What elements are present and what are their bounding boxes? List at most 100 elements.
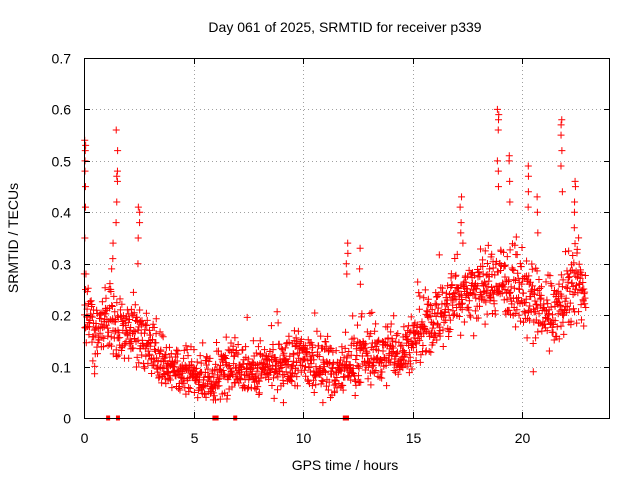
data-point — [457, 219, 465, 227]
data-point — [85, 331, 93, 339]
data-point — [458, 299, 466, 307]
data-point — [290, 327, 298, 335]
data-point — [179, 369, 187, 377]
data-point — [566, 273, 574, 281]
data-point — [547, 303, 555, 311]
data-point — [452, 271, 460, 279]
data-point — [474, 314, 482, 322]
data-point — [372, 367, 380, 375]
data-point — [396, 357, 404, 365]
data-point — [311, 309, 319, 317]
data-point — [353, 321, 361, 329]
data-point — [226, 347, 234, 355]
data-point — [81, 183, 89, 191]
data-point — [507, 283, 515, 291]
data-point — [89, 357, 97, 365]
data-point — [258, 369, 266, 377]
data-point — [506, 289, 514, 297]
data-point — [553, 323, 561, 331]
data-point — [528, 265, 536, 273]
data-point — [113, 353, 121, 361]
data-point — [501, 261, 509, 269]
data-point — [528, 286, 536, 294]
data-point — [279, 399, 287, 407]
data-point — [202, 361, 210, 369]
data-point — [143, 316, 151, 324]
data-point — [293, 358, 301, 366]
data-point — [488, 250, 496, 258]
data-point — [187, 343, 195, 351]
data-point — [242, 343, 250, 351]
data-point — [524, 203, 532, 211]
data-point — [402, 331, 410, 339]
x-tick-label: 15 — [406, 430, 422, 446]
data-point — [344, 239, 352, 247]
data-point — [392, 331, 400, 339]
data-point — [576, 274, 584, 282]
data-point — [393, 349, 401, 357]
data-point — [490, 300, 498, 308]
y-tick-label: 0.5 — [52, 154, 72, 170]
data-point — [234, 350, 242, 358]
data-point — [518, 280, 526, 288]
data-point — [439, 284, 447, 292]
data-point — [524, 172, 532, 180]
data-point — [275, 340, 283, 348]
data-point — [290, 357, 298, 365]
data-point — [321, 368, 329, 376]
y-tick-label: 0.7 — [52, 51, 72, 67]
data-point — [322, 368, 330, 376]
data-point — [352, 355, 360, 363]
data-point — [549, 328, 557, 336]
data-point — [398, 341, 406, 349]
data-point — [231, 334, 239, 342]
data-point — [505, 306, 513, 314]
data-point — [157, 346, 165, 354]
data-point — [406, 360, 414, 368]
data-point — [363, 349, 371, 357]
data-point — [343, 270, 351, 278]
data-point — [457, 229, 465, 237]
data-point — [433, 301, 441, 309]
data-point — [410, 334, 418, 342]
data-point — [515, 294, 523, 302]
data-point — [525, 272, 533, 280]
data-point — [362, 340, 370, 348]
data-point — [515, 311, 523, 319]
data-point — [99, 308, 107, 316]
data-point — [353, 351, 361, 359]
data-point — [141, 329, 149, 337]
data-point — [99, 343, 107, 351]
data-point — [545, 347, 553, 355]
y-axis: 0 0.1 0.2 0.3 0.4 0.5 0.6 0.7 — [52, 51, 610, 427]
data-point — [182, 342, 190, 350]
data-point — [519, 289, 527, 297]
data-point — [315, 352, 323, 360]
data-point — [98, 333, 106, 341]
data-point — [228, 383, 236, 391]
data-point — [254, 343, 262, 351]
data-point — [176, 386, 184, 394]
data-point — [465, 306, 473, 314]
data-point — [230, 352, 238, 360]
data-point — [526, 316, 534, 324]
data-point — [274, 373, 282, 381]
data-point — [105, 328, 113, 336]
data-point — [581, 272, 589, 280]
data-point — [471, 307, 479, 315]
data-point — [434, 304, 442, 312]
data-point — [431, 310, 439, 318]
data-point — [564, 278, 572, 286]
data-point — [378, 368, 386, 376]
data-point — [181, 364, 189, 372]
data-point — [156, 328, 164, 336]
data-point — [309, 344, 317, 352]
data-point — [112, 126, 120, 134]
data-point — [384, 323, 392, 331]
data-point — [288, 362, 296, 370]
data-point — [222, 361, 230, 369]
data-point — [271, 353, 279, 361]
data-point — [501, 262, 509, 270]
data-point — [515, 285, 523, 293]
data-point — [356, 265, 364, 273]
